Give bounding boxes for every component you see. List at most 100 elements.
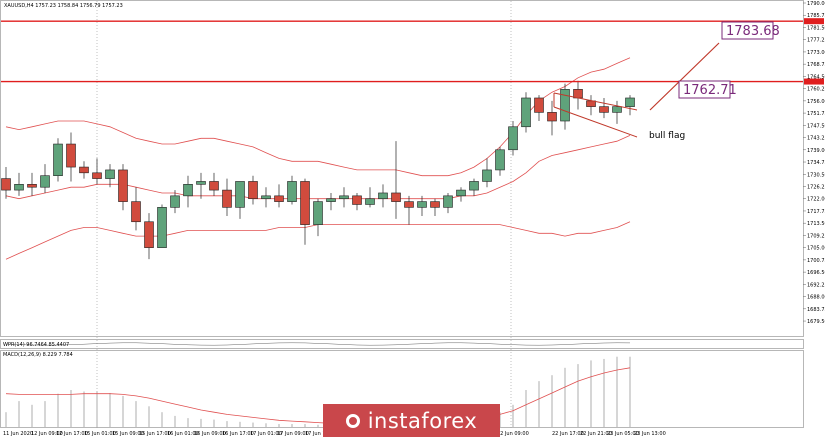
candle xyxy=(248,175,258,205)
candle-body xyxy=(417,201,427,208)
candle-body xyxy=(157,207,167,248)
candle xyxy=(469,178,479,196)
candle-body xyxy=(170,195,180,208)
candle xyxy=(261,187,271,208)
price-tick-label: 1751.75 xyxy=(807,111,825,117)
candle xyxy=(131,187,141,231)
candle-body xyxy=(495,149,505,171)
main-pane-frame xyxy=(0,0,804,337)
candles xyxy=(1,80,635,260)
candle xyxy=(443,192,453,214)
candle-body xyxy=(326,198,336,202)
candle xyxy=(326,192,336,211)
candle-body xyxy=(560,89,570,122)
price-tick-label: 1688.00 xyxy=(807,295,825,301)
candle-body xyxy=(482,169,492,182)
candle xyxy=(79,161,89,179)
candle-body xyxy=(92,172,102,179)
candle xyxy=(352,192,362,211)
candle xyxy=(40,164,50,193)
candle-body xyxy=(105,169,115,179)
time-label: 12 Jun 17:00 xyxy=(56,431,88,437)
candle xyxy=(378,184,388,208)
candle-body xyxy=(521,97,531,128)
candle-body xyxy=(612,106,622,113)
price-tick-label: 1705.00 xyxy=(807,246,825,252)
candle-body xyxy=(352,195,362,205)
time-label: 17 Jun 09:00 xyxy=(277,431,309,437)
candle xyxy=(404,195,414,225)
candle xyxy=(534,95,544,122)
candle-body xyxy=(66,143,76,168)
target-callout-box xyxy=(721,21,774,40)
macd-signal-line xyxy=(5,367,631,424)
price-tick-label: 1700.75 xyxy=(807,258,825,264)
candle xyxy=(235,181,245,219)
candle-body xyxy=(469,181,479,191)
oscillator-line xyxy=(5,342,631,346)
candle-body xyxy=(209,181,219,191)
price-tick-label: 1730.50 xyxy=(807,172,825,178)
candle-body xyxy=(196,181,206,185)
candle xyxy=(66,132,76,182)
price-tick-label: 1764.50 xyxy=(807,74,825,80)
candle xyxy=(274,184,284,208)
candle-body xyxy=(183,184,193,197)
candle-body xyxy=(508,126,518,151)
candle-body xyxy=(378,192,388,200)
macd-info: MACD(12,26,9) 8.229 7.784 xyxy=(3,352,73,358)
candle-body xyxy=(14,184,24,191)
candle xyxy=(157,204,167,248)
time-label: 22 Jun 17:00 xyxy=(552,431,584,437)
time-label: 12 Jun 09:00 xyxy=(31,431,63,437)
time-label: 23 Jun 05:00 xyxy=(607,431,639,437)
candle-body xyxy=(131,201,141,223)
projection-arrow xyxy=(649,42,720,111)
candle-body xyxy=(235,181,245,208)
candle-body xyxy=(144,221,154,248)
candle-body xyxy=(287,181,297,202)
candle xyxy=(391,141,401,219)
candle-body xyxy=(404,201,414,208)
price-tick-label: 1692.25 xyxy=(807,282,825,288)
candle-body xyxy=(430,201,440,208)
time-label: 16 Jun 01:00 xyxy=(167,431,199,437)
candle xyxy=(300,178,310,245)
candle xyxy=(365,187,375,208)
price-tick-label: 1768.75 xyxy=(807,62,825,68)
symbol-info: XAUUSD,H4 1757.23 1758.84 1756.79 1757.2… xyxy=(4,3,123,9)
candle-body xyxy=(40,175,50,188)
instaforex-logo: instaforex xyxy=(323,404,500,437)
time-label: 15 Jun 09:00 xyxy=(112,431,144,437)
price-tick-label: 1785.75 xyxy=(807,13,825,19)
time-label: 17 Jun 17:00 xyxy=(305,431,337,437)
candle-body xyxy=(53,143,63,176)
level-price-tag xyxy=(804,78,824,85)
logo-ring-icon xyxy=(345,413,360,428)
candle-body xyxy=(261,195,271,200)
candle xyxy=(560,83,570,130)
price-tick-label: 1734.75 xyxy=(807,160,825,166)
candle-body xyxy=(456,189,466,197)
candle xyxy=(170,190,180,214)
price-tick-label: 1747.50 xyxy=(807,123,825,129)
candle-body xyxy=(300,181,310,225)
candle xyxy=(430,198,440,216)
price-tick-label: 1756.00 xyxy=(807,99,825,105)
candle xyxy=(209,172,219,196)
price-tick-label: 1726.25 xyxy=(807,184,825,190)
support-callout-box xyxy=(678,80,731,99)
candle xyxy=(482,158,492,188)
resistance-levels xyxy=(1,18,824,85)
price-tick-label: 1743.25 xyxy=(807,136,825,142)
support-callout-label: 1762.71 xyxy=(683,83,737,98)
time-label: 16 Jun 09:00 xyxy=(194,431,226,437)
candle xyxy=(547,100,557,136)
time-label: 22 Jun 09:00 xyxy=(497,431,529,437)
candle xyxy=(118,164,128,211)
price-tick-label: 1717.75 xyxy=(807,209,825,215)
time-label: 16 Jun 17:00 xyxy=(222,431,254,437)
candle-body xyxy=(222,189,232,208)
